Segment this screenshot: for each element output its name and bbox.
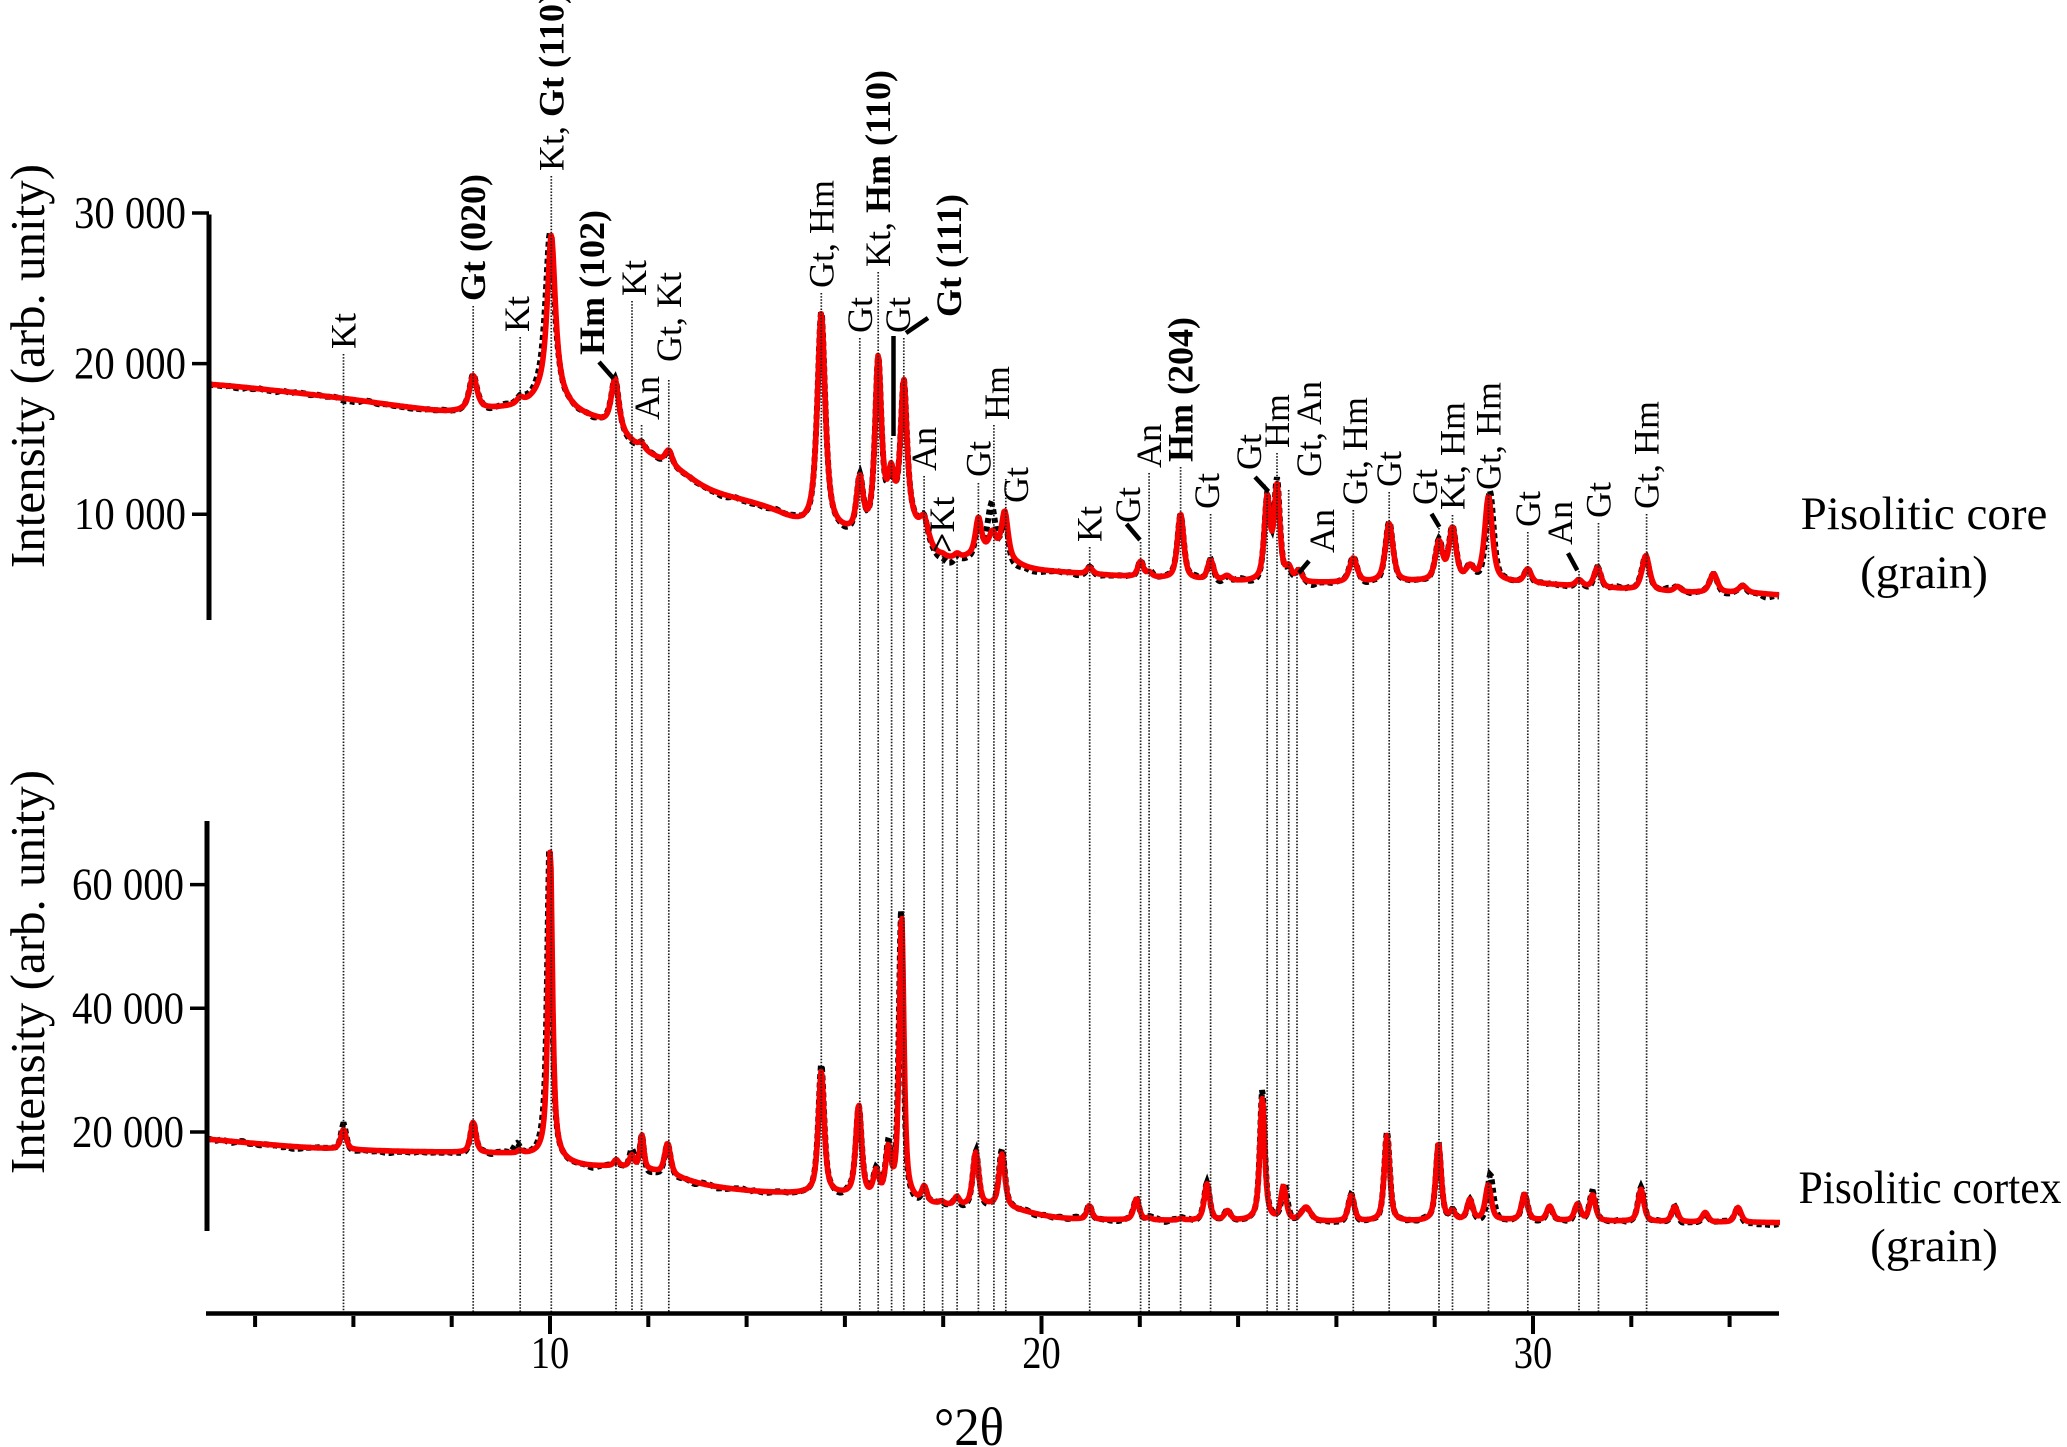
svg-text:60 000: 60 000	[72, 859, 184, 910]
svg-text:Gt: Gt	[1508, 491, 1548, 527]
svg-text:Gt: Gt	[840, 297, 880, 333]
svg-text:30: 30	[1514, 1327, 1553, 1378]
svg-text:Hm (102): Hm (102)	[572, 210, 612, 355]
svg-text:Gt, Hm: Gt, Hm	[1627, 401, 1667, 509]
svg-text:Gt: Gt	[878, 297, 918, 333]
svg-text:Kt: Kt	[614, 260, 654, 296]
svg-text:Kt: Kt	[497, 296, 537, 332]
svg-text:°2θ: °2θ	[934, 1397, 1004, 1447]
svg-text:Gt: Gt	[1187, 473, 1227, 509]
svg-text:20 000: 20 000	[74, 338, 186, 389]
svg-text:An: An	[1540, 501, 1580, 545]
svg-text:10 000: 10 000	[74, 488, 186, 539]
svg-text:Intensity (arb. unity): Intensity (arb. unity)	[0, 770, 55, 1174]
svg-text:Gt: Gt	[958, 441, 998, 477]
svg-text:Gt, Kt: Gt, Kt	[649, 272, 689, 362]
svg-text:Kt: Kt	[1070, 506, 1110, 542]
svg-text:Hm: Hm	[977, 366, 1017, 420]
svg-text:Gt: Gt	[1579, 482, 1619, 518]
svg-text:Gt: Gt	[1369, 451, 1409, 487]
svg-text:An: An	[627, 376, 667, 420]
svg-text:>Kt: >Kt	[922, 496, 962, 553]
svg-text:Gt, An: Gt, An	[1289, 381, 1329, 477]
svg-text:20: 20	[1022, 1327, 1061, 1378]
svg-text:Gt: Gt	[996, 467, 1036, 503]
svg-text:Hm: Hm	[1257, 394, 1297, 448]
svg-text:An: An	[1129, 424, 1169, 468]
svg-text:Gt: Gt	[1229, 434, 1269, 470]
svg-text:An: An	[1302, 509, 1342, 553]
svg-text:10: 10	[531, 1327, 570, 1378]
svg-text:Kt, Gt (110): Kt, Gt (110)	[531, 0, 571, 171]
svg-text:Gt (111): Gt (111)	[929, 194, 969, 317]
svg-text:Pisolitic cortex: Pisolitic cortex	[1799, 1162, 2062, 1214]
svg-text:Kt, Hm: Kt, Hm	[1433, 402, 1473, 510]
svg-text:Kt: Kt	[324, 313, 364, 349]
svg-text:20 000: 20 000	[72, 1106, 184, 1157]
svg-text:30 000: 30 000	[74, 187, 186, 238]
svg-text:(grain): (grain)	[1870, 1220, 1998, 1272]
svg-text:Gt, Hm: Gt, Hm	[801, 180, 841, 288]
svg-text:An: An	[904, 427, 944, 471]
svg-text:Gt: Gt	[1405, 469, 1445, 505]
svg-text:Gt: Gt	[1108, 487, 1148, 523]
svg-text:Gt, Hm: Gt, Hm	[1335, 397, 1375, 505]
svg-text:(grain): (grain)	[1860, 547, 1988, 599]
svg-text:Pisolitic core: Pisolitic core	[1801, 488, 2048, 540]
svg-text:Hm (204): Hm (204)	[1161, 317, 1201, 462]
svg-text:Gt, Hm: Gt, Hm	[1469, 382, 1509, 490]
svg-text:Gt (020): Gt (020)	[453, 174, 493, 301]
svg-text:Kt, Hm (110): Kt, Hm (110)	[858, 70, 898, 267]
svg-text:40 000: 40 000	[72, 982, 184, 1033]
svg-text:Intensity (arb. unity): Intensity (arb. unity)	[0, 164, 55, 568]
